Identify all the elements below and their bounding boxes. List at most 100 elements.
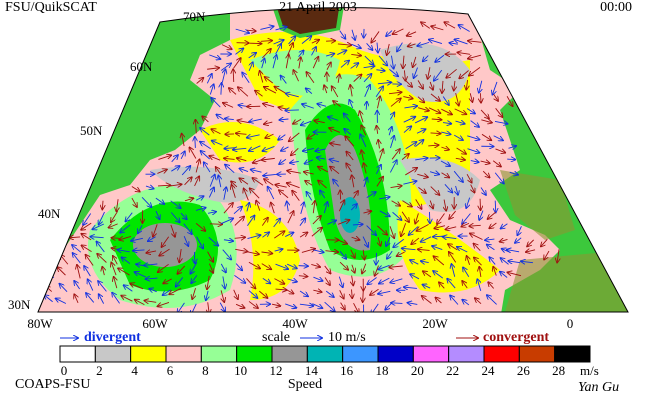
wind-arrow — [364, 178, 367, 188]
wind-arrow — [221, 83, 222, 95]
wind-arrow — [54, 247, 65, 252]
wind-arrow — [225, 165, 235, 173]
wind-arrow — [255, 91, 263, 97]
wind-arrow — [99, 211, 105, 224]
wind-arrow — [116, 199, 118, 211]
time: 00:00 — [600, 0, 632, 15]
wind-arrow — [313, 277, 322, 281]
wind-arrow — [233, 148, 247, 149]
wind-arrow — [293, 70, 299, 82]
wind-arrow — [190, 262, 198, 274]
wind-arrow — [404, 70, 405, 80]
wind-arrow — [287, 171, 301, 174]
colorbar-segment — [130, 345, 167, 363]
wind-arrow — [44, 295, 53, 303]
wind-arrow — [328, 117, 339, 121]
greenland-ice — [275, 7, 340, 34]
wind-arrow — [306, 88, 313, 94]
wind-arrow — [371, 31, 380, 42]
wind-arrow — [327, 220, 336, 224]
wind-arrow — [179, 249, 181, 262]
wind-arrow — [446, 68, 457, 78]
lon-label: 0 — [567, 316, 574, 331]
wind-arrow — [234, 237, 245, 238]
wind-arrow — [370, 288, 379, 295]
wind-arrow — [501, 223, 508, 229]
wind-arrow — [377, 225, 387, 235]
wind-arrow — [299, 304, 313, 306]
wind-arrow — [92, 223, 105, 229]
wind-arrow — [301, 120, 312, 125]
wind-arrow — [408, 303, 418, 305]
wind-arrow — [418, 187, 425, 193]
wind-arrow — [363, 288, 364, 302]
wind-arrow — [263, 174, 276, 175]
wind-arrow — [389, 160, 396, 173]
wind-arrow — [38, 281, 41, 291]
lat-label: 70N — [183, 9, 206, 24]
wind-arrow — [299, 57, 301, 69]
wind-arrow — [402, 200, 411, 207]
colorbar-label: Speed — [288, 377, 322, 392]
wind-arrow — [287, 211, 294, 224]
wind-arrow — [145, 186, 154, 189]
wind-arrow — [191, 303, 197, 312]
wind-arrow — [376, 126, 377, 134]
wind-arrow — [526, 250, 536, 252]
wind-arrow — [264, 122, 273, 124]
wind-arrow — [279, 158, 287, 164]
wind-arrow — [131, 186, 140, 191]
wind-arrow — [507, 272, 522, 277]
wind-arrow — [246, 278, 255, 288]
wind-arrow — [99, 294, 105, 304]
wind-arrow — [432, 246, 443, 250]
wind-arrow — [429, 40, 443, 44]
wind-arrow — [324, 301, 335, 311]
wind-arrow — [488, 282, 495, 289]
wind-arrow — [352, 275, 354, 286]
wind-arrow — [479, 210, 484, 220]
wind-arrow — [461, 223, 470, 226]
wind-arrow — [363, 66, 375, 68]
wind-arrow — [155, 197, 164, 204]
wind-arrow — [121, 296, 133, 302]
wind-arrow — [171, 166, 179, 172]
wind-arrow — [378, 264, 390, 269]
wind-arrow — [417, 223, 429, 231]
wind-arrow — [235, 304, 244, 308]
wind-arrow — [434, 69, 443, 81]
wind-arrow — [330, 143, 341, 145]
wind-arrow — [293, 118, 302, 124]
wind-arrow — [180, 212, 187, 219]
wind-arrow — [274, 231, 284, 239]
wind-arrow — [480, 109, 489, 119]
wind-arrow — [493, 135, 503, 141]
colorbar-tick: 16 — [340, 363, 354, 378]
wind-arrow — [287, 183, 300, 189]
wind-arrow — [456, 147, 466, 154]
wind-arrow — [287, 202, 289, 212]
wind-arrow — [494, 172, 504, 184]
wind-arrow — [113, 256, 118, 265]
wind-arrow — [324, 202, 327, 214]
wind-arrow — [74, 281, 80, 290]
wind-arrow — [156, 210, 160, 219]
wind-arrow — [261, 218, 268, 226]
wind-arrow — [353, 191, 358, 199]
wind-arrow — [135, 300, 145, 306]
wind-arrow — [350, 63, 359, 69]
wind-arrow — [527, 239, 534, 247]
wind-arrow — [83, 213, 92, 226]
wind-arrow — [339, 30, 346, 39]
wind-arrow — [557, 249, 559, 262]
wind-arrow — [286, 93, 299, 98]
wind-arrow — [431, 26, 444, 31]
wind-arrow — [238, 120, 250, 122]
wind-arrow — [229, 88, 237, 95]
wind-arrow — [363, 74, 372, 83]
colorbar-segment — [200, 345, 238, 363]
wind-arrow — [275, 263, 289, 269]
wind-arrow — [404, 287, 417, 288]
wind-arrow — [81, 245, 92, 252]
wind-arrow — [364, 55, 374, 64]
